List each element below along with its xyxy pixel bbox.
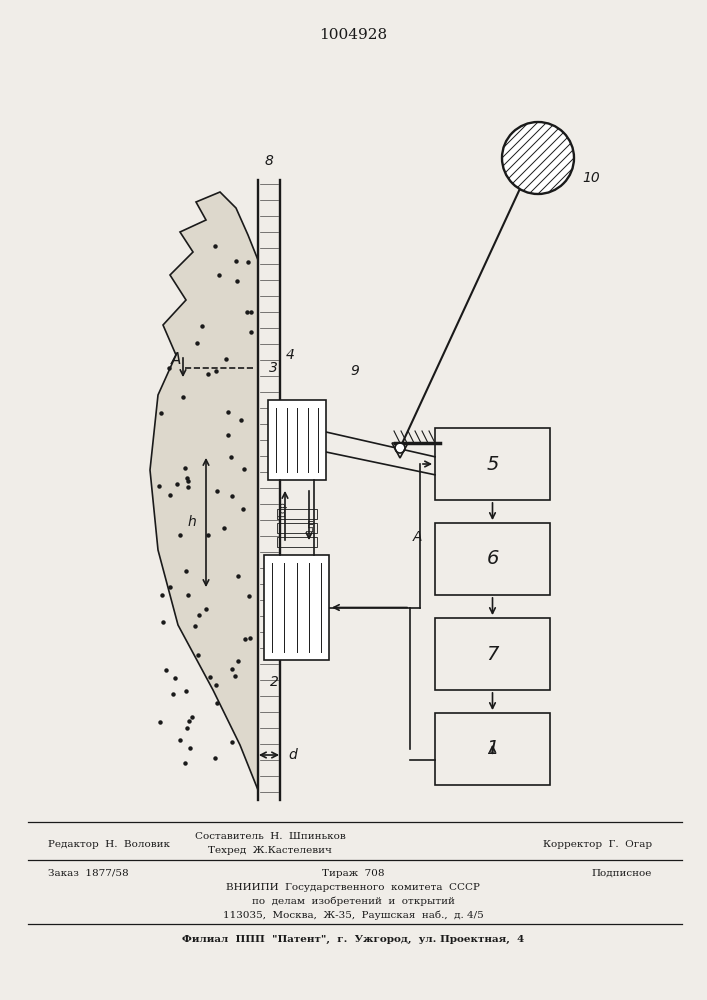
Text: ВНИИПИ  Государственного  комитета  СССР: ВНИИПИ Государственного комитета СССР bbox=[226, 883, 480, 892]
Text: Тираж  708: Тираж 708 bbox=[322, 869, 384, 878]
Text: Lm: Lm bbox=[307, 519, 315, 532]
Text: Техред  Ж.Кастелевич: Техред Ж.Кастелевич bbox=[208, 846, 332, 855]
Text: 8: 8 bbox=[264, 154, 274, 168]
Text: Корректор  Г.  Огар: Корректор Г. Огар bbox=[543, 840, 652, 849]
Circle shape bbox=[502, 122, 574, 194]
Text: 6: 6 bbox=[486, 550, 498, 568]
Bar bbox=[435, 523, 550, 595]
Text: 5: 5 bbox=[486, 454, 498, 474]
Bar bbox=[435, 428, 550, 500]
Bar bbox=[268, 400, 326, 480]
Bar bbox=[277, 509, 317, 519]
Text: A: A bbox=[412, 530, 422, 544]
Text: h: h bbox=[187, 516, 196, 530]
Bar bbox=[277, 537, 317, 547]
Bar bbox=[435, 618, 550, 690]
Text: по  делам  изобретений  и  открытий: по делам изобретений и открытий bbox=[252, 897, 455, 906]
Text: Филиал  ППП  "Патент",  г.  Ужгород,  ул. Проектная,  4: Филиал ППП "Патент", г. Ужгород, ул. Про… bbox=[182, 935, 524, 944]
Text: Заказ  1877/58: Заказ 1877/58 bbox=[48, 869, 129, 878]
Text: 4: 4 bbox=[286, 348, 294, 362]
Text: Составитель  Н.  Шпиньков: Составитель Н. Шпиньков bbox=[194, 832, 346, 841]
Circle shape bbox=[395, 443, 405, 453]
Polygon shape bbox=[150, 192, 258, 790]
Text: Lcp: Lcp bbox=[279, 502, 288, 517]
Text: d: d bbox=[288, 748, 297, 762]
Bar bbox=[435, 713, 550, 785]
Text: Подписное: Подписное bbox=[592, 869, 652, 878]
Text: A: A bbox=[171, 353, 181, 367]
Text: 2: 2 bbox=[269, 675, 279, 689]
Text: 10: 10 bbox=[582, 171, 600, 185]
Text: Редактор  Н.  Воловик: Редактор Н. Воловик bbox=[48, 840, 170, 849]
Bar bbox=[277, 523, 317, 533]
Text: 7: 7 bbox=[486, 645, 498, 664]
Text: 9: 9 bbox=[351, 364, 359, 378]
Bar bbox=[264, 555, 329, 660]
Text: 113035,  Москва,  Ж-35,  Раушская  наб.,  д. 4/5: 113035, Москва, Ж-35, Раушская наб., д. … bbox=[223, 911, 484, 920]
Text: 3: 3 bbox=[269, 361, 277, 375]
Text: 1004928: 1004928 bbox=[319, 28, 387, 42]
Text: 1: 1 bbox=[486, 740, 498, 758]
